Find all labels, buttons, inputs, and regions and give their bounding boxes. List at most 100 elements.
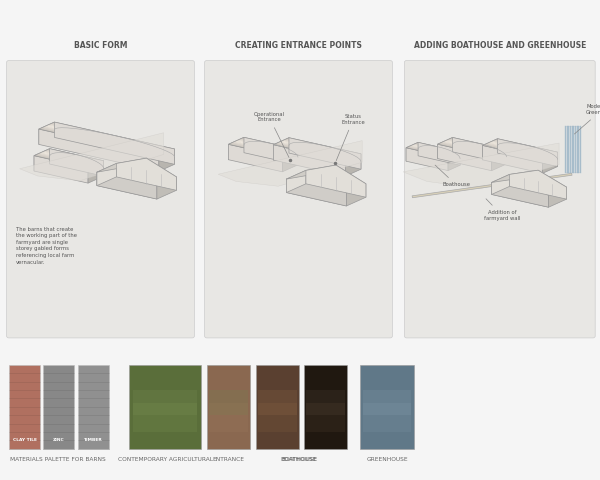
Polygon shape [437, 144, 491, 171]
Bar [209, 390, 248, 415]
Polygon shape [159, 149, 175, 171]
Text: The barns that create
the working part of the
farmyard are single
storey gabled : The barns that create the working part o… [16, 227, 77, 264]
Polygon shape [406, 143, 418, 161]
Polygon shape [127, 158, 176, 186]
Text: MATERIALS PALETTE FOR BARNS: MATERIALS PALETTE FOR BARNS [10, 457, 106, 462]
Polygon shape [283, 140, 356, 157]
Polygon shape [240, 139, 295, 151]
Text: Operational
Entrance: Operational Entrance [254, 112, 289, 157]
Polygon shape [238, 140, 293, 152]
Bar [306, 403, 344, 432]
Polygon shape [40, 128, 161, 156]
FancyBboxPatch shape [205, 60, 392, 338]
Polygon shape [286, 174, 346, 206]
Polygon shape [548, 187, 566, 207]
Polygon shape [346, 184, 366, 206]
Bar [360, 365, 414, 449]
Polygon shape [44, 126, 166, 154]
Polygon shape [286, 170, 306, 192]
Polygon shape [414, 144, 457, 154]
Polygon shape [440, 143, 496, 155]
Polygon shape [449, 139, 504, 151]
Bar [362, 390, 411, 415]
Polygon shape [410, 145, 453, 156]
Polygon shape [491, 174, 509, 194]
Polygon shape [52, 123, 173, 150]
Polygon shape [406, 148, 448, 170]
Polygon shape [491, 178, 548, 207]
Polygon shape [407, 147, 450, 156]
Polygon shape [289, 138, 361, 169]
Polygon shape [37, 154, 92, 167]
Polygon shape [542, 152, 557, 173]
Polygon shape [346, 154, 361, 176]
Bar [304, 365, 347, 449]
Bar [306, 390, 344, 415]
Polygon shape [42, 152, 97, 164]
Polygon shape [488, 143, 549, 156]
Polygon shape [482, 145, 542, 173]
Bar [129, 365, 201, 449]
Polygon shape [418, 143, 460, 165]
Polygon shape [497, 139, 557, 167]
Polygon shape [316, 165, 366, 192]
Text: Addition of
farmyard wall: Addition of farmyard wall [484, 199, 520, 221]
Polygon shape [35, 155, 91, 167]
Polygon shape [97, 167, 157, 199]
Polygon shape [406, 147, 449, 157]
Polygon shape [47, 125, 168, 153]
Polygon shape [417, 143, 460, 152]
Polygon shape [34, 156, 88, 183]
Polygon shape [97, 163, 116, 186]
Polygon shape [489, 142, 550, 156]
Text: ENTRANCE: ENTRANCE [212, 457, 245, 462]
Polygon shape [287, 138, 361, 155]
Polygon shape [485, 144, 547, 158]
Polygon shape [229, 137, 244, 160]
Text: Boathouse: Boathouse [435, 165, 470, 187]
Polygon shape [306, 165, 366, 197]
Polygon shape [218, 141, 362, 186]
Polygon shape [439, 143, 494, 156]
Polygon shape [491, 141, 553, 155]
Polygon shape [484, 144, 545, 158]
Polygon shape [229, 144, 284, 156]
Polygon shape [415, 143, 458, 153]
Polygon shape [509, 170, 566, 199]
Polygon shape [444, 141, 499, 154]
Polygon shape [408, 146, 451, 156]
Text: GREENHOUSE: GREENHOUSE [366, 457, 408, 462]
Polygon shape [286, 174, 346, 206]
Polygon shape [97, 167, 157, 199]
Polygon shape [39, 129, 159, 171]
Polygon shape [437, 144, 493, 156]
Polygon shape [116, 158, 176, 191]
Bar [256, 365, 299, 449]
Polygon shape [38, 153, 93, 166]
Polygon shape [46, 150, 101, 163]
Polygon shape [53, 122, 175, 150]
Bar [258, 390, 296, 415]
Polygon shape [491, 150, 506, 171]
Polygon shape [276, 143, 349, 160]
Polygon shape [487, 143, 548, 157]
Text: ADDING BOATHOUSE AND GREENHOUSE: ADDING BOATHOUSE AND GREENHOUSE [413, 41, 586, 50]
Polygon shape [412, 173, 572, 198]
Polygon shape [20, 133, 164, 181]
Polygon shape [281, 141, 355, 157]
Polygon shape [494, 140, 555, 154]
Bar [43, 365, 74, 449]
Polygon shape [39, 129, 160, 156]
Polygon shape [244, 137, 298, 165]
Polygon shape [39, 153, 95, 166]
Polygon shape [274, 144, 346, 176]
Polygon shape [50, 123, 172, 151]
Polygon shape [491, 170, 538, 182]
Polygon shape [39, 122, 55, 144]
Polygon shape [239, 139, 294, 152]
Polygon shape [43, 151, 98, 164]
Polygon shape [157, 177, 176, 199]
Polygon shape [450, 138, 505, 151]
Polygon shape [232, 142, 287, 155]
Polygon shape [46, 126, 167, 153]
